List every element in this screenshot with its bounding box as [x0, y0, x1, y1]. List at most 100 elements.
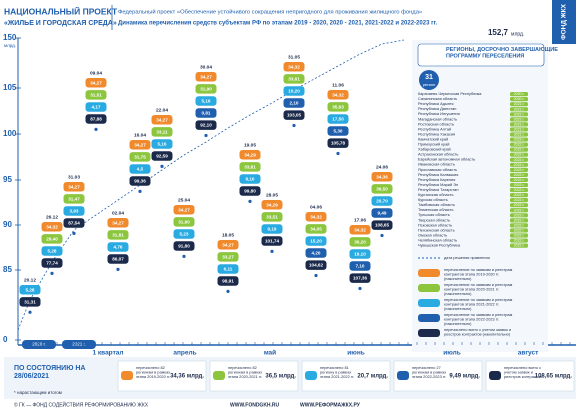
region-name: Ивановская область	[418, 162, 455, 167]
region-name: Республика Карелия	[418, 177, 455, 182]
summary-text: перечислено 82 регионам в рамках этапа 201…	[136, 365, 170, 379]
value-label: 5,28	[26, 287, 35, 292]
region-name: Магаданская область	[418, 116, 457, 121]
value-label: 33,81	[244, 164, 256, 169]
summary-icon	[305, 371, 317, 380]
site-link[interactable]: WWW.FONDGKH.RU	[230, 402, 280, 408]
year-tag	[510, 127, 528, 132]
region-name: Республика Ингушетия	[418, 111, 460, 116]
column-date: 25.04	[178, 197, 190, 203]
region-name: Чувашская Республика	[418, 243, 461, 248]
value-pill	[261, 212, 283, 222]
year-tag	[510, 218, 528, 223]
decision-dot	[160, 164, 164, 168]
decision-dot	[270, 249, 274, 253]
legend-swatch	[418, 314, 440, 322]
value-pill	[107, 242, 129, 252]
column-date: 28.05	[266, 192, 278, 198]
region-year: 2021 г.	[514, 102, 525, 106]
value-label: 33,27	[222, 254, 234, 259]
region-name: Сахалинская область	[418, 96, 457, 101]
region-year: 2022 г.	[514, 239, 525, 243]
year-tag	[510, 233, 528, 238]
summary-icon	[397, 371, 409, 380]
site-link[interactable]: WWW.РЕФОРМАЖКХ.РУ	[300, 402, 361, 408]
value-pill	[217, 240, 239, 250]
region-year: 2020 г.	[514, 92, 525, 96]
value-pill	[41, 258, 63, 268]
year-tag	[510, 187, 528, 193]
value-label: 5,28	[48, 248, 57, 253]
value-label: 29,40	[46, 236, 58, 241]
value-label: 107,36	[353, 276, 367, 281]
value-label: 5,23	[180, 231, 189, 236]
value-pill	[195, 72, 217, 82]
value-label: 108,65	[375, 223, 389, 228]
value-pill	[129, 164, 151, 174]
decision-dot	[336, 151, 340, 156]
column-date: 31.03	[68, 174, 80, 180]
value-label: 20,70	[376, 198, 388, 203]
value-pill	[327, 114, 349, 124]
value-label: 91,80	[178, 244, 190, 249]
region-name: Тамбовская область	[418, 202, 455, 207]
era-label: 2021 г.	[72, 342, 86, 347]
value-label: 31,75	[134, 154, 146, 159]
column-date: 22.04	[156, 107, 168, 113]
value-pill	[151, 127, 173, 137]
region-year: 2021 г.	[514, 112, 525, 116]
region-year: 2022 г.	[514, 198, 525, 202]
y-tick-label: 85	[3, 265, 12, 274]
year-tag	[510, 132, 528, 137]
value-pill	[305, 236, 327, 246]
value-label: 33,11	[156, 129, 168, 134]
year-tag	[510, 147, 528, 152]
value-label: 5,16	[158, 141, 167, 146]
status: ПО СОСТОЯНИЮ НА 28/06/2021	[14, 365, 85, 380]
value-label: 6,11	[224, 266, 233, 271]
region-year: 2022 г.	[514, 244, 525, 248]
value-pill	[349, 225, 371, 235]
value-pill	[107, 230, 129, 240]
region-name: Хабаровский край	[418, 147, 451, 152]
value-pill	[85, 102, 107, 112]
legend-text: перечисление по заявкам и реестрам контра…	[444, 282, 513, 296]
decision-dot	[116, 267, 120, 271]
region-name: Пензенская область	[418, 227, 455, 232]
year-tag	[510, 203, 528, 208]
value-pill	[349, 249, 371, 259]
value-label: 7,10	[356, 264, 365, 269]
region-name: Ростовская область	[418, 121, 454, 126]
year-tag	[510, 208, 528, 213]
decision-dot	[314, 273, 318, 278]
value-label: 0,81	[202, 111, 211, 116]
legend-text: дата решения правления	[444, 255, 490, 260]
regions-count-label: регион	[423, 82, 436, 87]
value-pill	[129, 140, 151, 150]
value-pill	[19, 285, 41, 295]
summary-text: перечислено 81 региону в рамках этапа 2021…	[320, 365, 354, 379]
value-label: 36,20	[354, 239, 366, 244]
value-pill	[107, 218, 129, 228]
y-unit: млрд.	[4, 43, 16, 48]
region-year: 2021 г.	[514, 117, 525, 121]
y-tick-label: 95	[3, 175, 12, 184]
summary-value: 36,5 млрд.	[265, 374, 296, 380]
trend-line	[17, 39, 405, 331]
total: 152,7	[488, 28, 509, 37]
region-year: 2022 г.	[514, 213, 525, 217]
year-tag	[510, 238, 528, 243]
value-label: 19,10	[354, 251, 366, 256]
year-tag	[510, 112, 528, 117]
region-name: Курская область	[418, 197, 448, 202]
federal-project: Федеральный проект «Обеспечение устойчив…	[118, 9, 422, 16]
region-year: 2022 г.	[514, 228, 525, 232]
value-pill	[85, 114, 107, 124]
value-label: 36,50	[376, 186, 388, 191]
value-label: 86,07	[112, 257, 124, 262]
region-year: 2022 г.	[514, 163, 525, 167]
decision-dot	[226, 289, 230, 293]
value-label: 87,54	[68, 221, 80, 226]
column-date: 02.04	[112, 210, 124, 216]
